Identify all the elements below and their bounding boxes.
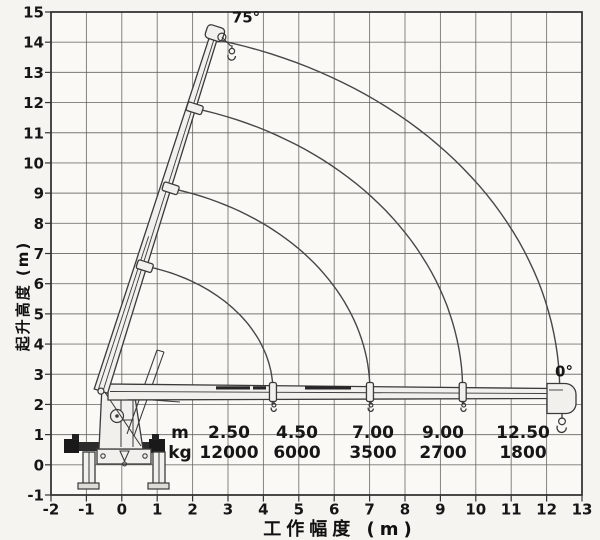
y-tick-label: 2 xyxy=(34,396,44,414)
grid xyxy=(50,11,583,496)
table-value: 12000 xyxy=(199,443,258,463)
x-tick-label: -2 xyxy=(43,501,60,519)
boom-section-collar xyxy=(161,181,180,196)
hook-path-arc xyxy=(193,107,464,404)
x-tick-label: 4 xyxy=(258,501,268,519)
hook-path-arc xyxy=(144,265,274,405)
hook-path-arc xyxy=(169,187,371,404)
table-value: 4.50 xyxy=(276,423,318,443)
table-value: 12.50 xyxy=(496,423,550,443)
head-sheave xyxy=(217,32,227,42)
boom-angle-max-label: 75° xyxy=(232,9,260,27)
x-tick-label: 5 xyxy=(294,501,304,519)
boom-hook-path-arcs xyxy=(144,39,561,405)
y-tick-label: 13 xyxy=(23,64,44,82)
y-tick-label: 4 xyxy=(34,336,44,354)
x-tick-label: 2 xyxy=(187,501,197,519)
y-tick-label: 1 xyxy=(34,426,44,444)
y-tick-label: 6 xyxy=(34,275,44,293)
x-tick-label: 8 xyxy=(400,501,410,519)
boom-head-75deg xyxy=(204,24,226,43)
crane-drawing xyxy=(64,24,577,490)
y-tick-label: 5 xyxy=(34,305,44,323)
x-tick-label: 11 xyxy=(501,501,522,519)
axes: -2 -1 0 1 2 3 4 5 6 7 8 9 10 11 12 13-10123456789101112… xyxy=(23,4,592,519)
boom-section-collar xyxy=(458,381,467,403)
unit-label: m xyxy=(171,423,189,443)
y-axis-title: 起升高度 (m) xyxy=(14,240,32,352)
unit-label: kg xyxy=(168,443,191,463)
x-tick-label: 13 xyxy=(572,501,593,519)
y-tick-label: 11 xyxy=(23,124,44,142)
table-value: 7.00 xyxy=(352,423,394,443)
boom-section-collar xyxy=(135,259,154,274)
x-tick-label: 6 xyxy=(329,501,339,519)
boom-section-collar xyxy=(185,101,204,116)
boom-pivot-pin xyxy=(97,387,105,395)
y-tick-label: 15 xyxy=(23,4,44,22)
x-tick-label: 3 xyxy=(223,501,233,519)
table-value: 6000 xyxy=(273,443,320,463)
y-tick-label: -1 xyxy=(27,487,44,505)
hook-path-arc xyxy=(219,39,561,387)
boom-head-0deg xyxy=(546,382,577,415)
x-tick-label: 7 xyxy=(364,501,374,519)
y-tick-label: 0 xyxy=(34,456,44,474)
boom-horizontal-0deg xyxy=(107,381,577,434)
x-tick-label: 9 xyxy=(435,501,445,519)
y-tick-label: 9 xyxy=(34,185,44,203)
x-tick-label: 0 xyxy=(117,501,127,519)
boom-section-collar xyxy=(268,381,278,403)
boom-75deg xyxy=(93,24,237,395)
load-radius-row: m 2.50 4.50 7.00 9.00 12.50 xyxy=(171,423,550,443)
y-tick-label: 14 xyxy=(23,34,44,52)
boom-angle-min-label: 0° xyxy=(555,363,573,381)
x-tick-label: -1 xyxy=(78,501,95,519)
table-value: 1800 xyxy=(499,443,546,463)
y-tick-label: 7 xyxy=(34,245,44,263)
x-tick-label: 1 xyxy=(152,501,162,519)
x-axis-title: 工作幅度 (m) xyxy=(263,519,417,540)
table-value: 2.50 xyxy=(208,423,250,443)
table-value: 2700 xyxy=(419,443,466,463)
table-value: 3500 xyxy=(349,443,396,463)
x-tick-label: 10 xyxy=(465,501,486,519)
y-tick-label: 8 xyxy=(34,215,44,233)
y-tick-label: 12 xyxy=(23,94,44,112)
x-tick-label: 12 xyxy=(536,501,557,519)
load-table: m 2.50 4.50 7.00 9.00 12.50 kg 12000 6000 3500 270… xyxy=(168,423,550,463)
load-capacity-row: kg 12000 6000 3500 2700 1800 xyxy=(168,443,547,463)
y-tick-label: 10 xyxy=(23,154,44,172)
y-tick-label: 3 xyxy=(34,366,44,384)
boom-section-collar xyxy=(365,381,375,403)
table-value: 9.00 xyxy=(422,423,464,443)
angle-annotations: 75° 0° xyxy=(232,9,573,381)
